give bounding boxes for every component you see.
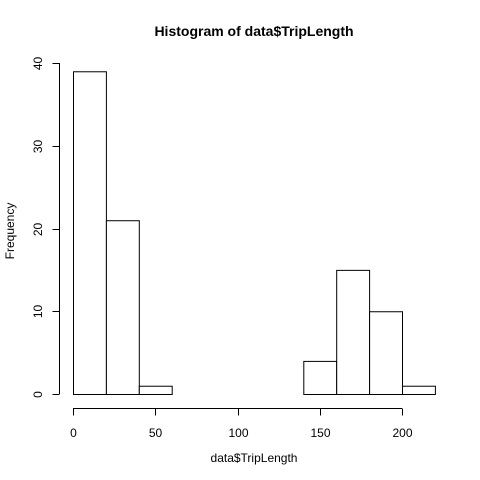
y-tick-label-40: 40 xyxy=(31,57,45,71)
x-tick-label-0: 0 xyxy=(70,426,77,440)
histogram-bar-140-160 xyxy=(303,360,338,395)
y-axis-title: Frequency xyxy=(3,203,17,260)
x-tick-label-50: 50 xyxy=(149,426,163,440)
histogram-bar-0-20 xyxy=(73,71,107,396)
histogram-bar-40-60 xyxy=(138,385,173,396)
x-axis-title: data$TripLength xyxy=(211,451,298,465)
y-tick-label-30: 30 xyxy=(31,140,45,154)
x-tick-label-200: 200 xyxy=(392,426,412,440)
histogram-bar-200-220 xyxy=(402,385,436,396)
y-axis: 0 10 20 30 40 xyxy=(31,57,60,398)
chart-title: Histogram of data$TripLength xyxy=(154,23,353,39)
x-tick-label-100: 100 xyxy=(228,426,248,440)
y-tick-label-0: 0 xyxy=(31,391,45,398)
histogram-bar-160-180 xyxy=(336,269,371,395)
histogram-bar-180-200 xyxy=(369,311,404,395)
y-tick-label-20: 20 xyxy=(31,223,45,237)
x-tick-label-150: 150 xyxy=(310,426,330,440)
histogram-bar-20-40 xyxy=(105,220,140,395)
x-axis: 0 50 100 150 200 xyxy=(70,408,413,440)
bars-group xyxy=(73,71,436,396)
y-tick-label-10: 10 xyxy=(31,305,45,319)
